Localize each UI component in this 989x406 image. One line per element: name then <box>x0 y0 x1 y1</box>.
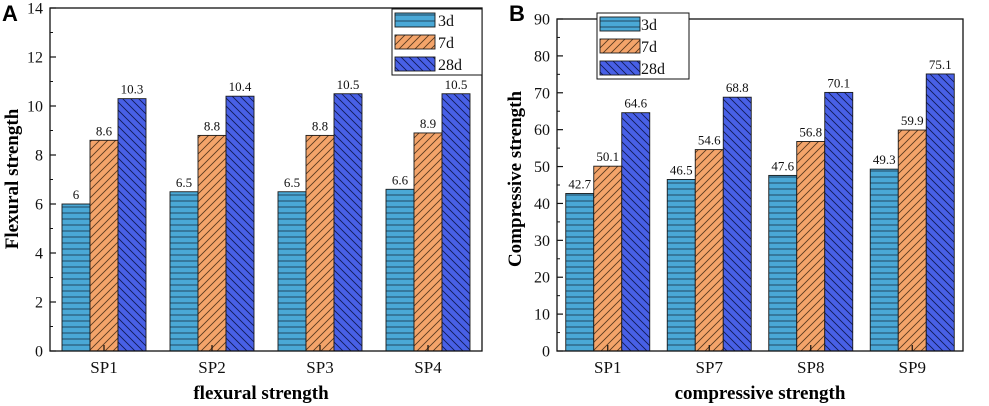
panel-a-legend-label-28d: 28d <box>438 57 462 74</box>
panel-a-legend-label-7d: 7d <box>438 35 454 52</box>
panel-b-legend-swatch-28d <box>599 60 641 76</box>
panel-b: B Compressive strength compressive stren… <box>505 1 964 404</box>
panel-b-data-label-28d-sp7: 68.8 <box>726 80 749 95</box>
panel-a-y-tick-label: 14 <box>27 1 43 18</box>
panel-b-category-label-sp7: SP7 <box>696 358 724 377</box>
panel-a-y-axis-title: Flexural strength <box>2 108 23 249</box>
panel-a-bar-28d-sp3 <box>333 93 363 352</box>
panel-a-category-label-sp1: SP1 <box>90 358 117 377</box>
panel-b-y-tick-label: 20 <box>534 270 550 287</box>
panel-b-data-label-3d-sp7: 46.5 <box>670 162 693 177</box>
panel-b-bar-28d-sp8 <box>824 91 854 352</box>
panel-b-y-tick-label: 30 <box>534 233 550 250</box>
panel-b-bar-7d-sp8 <box>796 141 826 352</box>
panel-b-data-label-7d-sp7: 54.6 <box>698 133 721 148</box>
panel-a-data-label-7d-sp1: 8.6 <box>96 123 113 138</box>
panel-a-data-label-3d-sp1: 6 <box>73 187 80 202</box>
panel-a-bar-7d-sp3 <box>305 134 335 352</box>
panel-b-y-tick-label: 10 <box>534 307 550 324</box>
panel-a-y-tick-label: 12 <box>27 50 43 67</box>
panel-b-bar-3d-sp8 <box>768 174 798 352</box>
panel-b-y-tick-label: 70 <box>534 85 550 102</box>
panel-a-bar-7d-sp1 <box>89 139 119 352</box>
panel-a-y-tick-label: 0 <box>35 344 43 361</box>
panel-a-bar-7d-sp4 <box>413 132 443 352</box>
panel-a-data-label-28d-sp1: 10.3 <box>121 82 144 97</box>
panel-b-bar-7d-sp7 <box>694 149 724 352</box>
panel-a-data-label-3d-sp3: 6.5 <box>284 175 300 190</box>
panel-b-category-label-sp8: SP8 <box>797 358 824 377</box>
panel-a-y-tick-label: 2 <box>35 295 43 312</box>
panel-a-data-label-28d-sp4: 10.5 <box>445 77 468 92</box>
panel-b-data-label-3d-sp9: 49.3 <box>873 152 896 167</box>
panel-b-legend-swatch-7d <box>599 38 641 54</box>
panel-b-y-tick-label: 90 <box>534 12 550 29</box>
panel-b-category-label-sp1: SP1 <box>594 358 621 377</box>
panel-a-bar-28d-sp4 <box>441 93 471 352</box>
panel-b-category-label-sp9: SP9 <box>899 358 926 377</box>
panel-b-y-tick-label: 60 <box>534 122 550 139</box>
panel-a-category-label-sp3: SP3 <box>306 358 333 377</box>
panel-b-data-label-7d-sp1: 50.1 <box>596 149 619 164</box>
panel-a-bar-28d-sp2 <box>225 95 255 352</box>
panel-a-y-tick-label: 6 <box>35 197 43 214</box>
panel-b-data-label-28d-sp1: 64.6 <box>624 96 647 111</box>
panel-b-letter: B <box>509 1 525 26</box>
panel-a-bar-3d-sp2 <box>169 191 199 352</box>
panel-b-data-label-7d-sp9: 59.9 <box>901 113 924 128</box>
panel-a-category-label-sp2: SP2 <box>198 358 225 377</box>
panel-a-category-label-sp4: SP4 <box>414 358 442 377</box>
panel-b-y-tick-label: 0 <box>542 344 550 361</box>
panel-b-y-tick-label: 40 <box>534 196 550 213</box>
panel-a-legend-swatch-7d <box>394 34 436 50</box>
panel-b-bar-3d-sp9 <box>869 168 899 352</box>
panel-a-data-label-3d-sp2: 6.5 <box>176 175 192 190</box>
panel-a-letter: A <box>2 1 18 26</box>
panel-b-bar-7d-sp1 <box>593 165 623 352</box>
panel-a-data-label-7d-sp2: 8.8 <box>204 118 220 133</box>
panel-b-bar-28d-sp1 <box>621 112 651 352</box>
panel-b-data-label-3d-sp8: 47.6 <box>771 158 794 173</box>
panel-b-bar-3d-sp7 <box>666 179 696 352</box>
panel-b-legend-swatch-3d <box>599 16 641 32</box>
panel-a-bar-7d-sp2 <box>197 134 227 352</box>
panel-a-x-axis-title: flexural strength <box>193 383 329 404</box>
panel-b-bar-3d-sp1 <box>565 193 595 352</box>
panel-b-legend-label-7d: 7d <box>641 39 657 56</box>
panel-a-legend-label-3d: 3d <box>438 13 454 30</box>
panel-a-legend-swatch-28d <box>394 56 436 72</box>
panel-a-data-label-28d-sp3: 10.5 <box>337 77 360 92</box>
panel-b-data-label-28d-sp9: 75.1 <box>929 57 952 72</box>
panel-a-bar-3d-sp1 <box>61 203 91 352</box>
panel-a-y-tick-label: 10 <box>27 99 43 116</box>
panel-a-data-label-7d-sp3: 8.8 <box>312 118 328 133</box>
panel-b-bar-28d-sp7 <box>722 96 752 352</box>
panel-a: A Flexural strength flexural strength 6 6… <box>2 1 483 404</box>
panel-a-legend-swatch-3d <box>394 12 436 28</box>
panel-a-y-tick-label: 8 <box>35 148 43 165</box>
panel-a-data-label-7d-sp4: 8.9 <box>420 116 436 131</box>
panel-b-legend-label-3d: 3d <box>641 17 657 34</box>
panel-a-bar-3d-sp3 <box>277 191 307 352</box>
panel-b-bar-28d-sp9 <box>925 73 955 352</box>
panel-a-bar-28d-sp1 <box>117 98 147 352</box>
panel-b-bar-7d-sp9 <box>897 129 927 352</box>
panel-b-x-axis-title: compressive strength <box>675 383 846 404</box>
panel-a-bar-3d-sp4 <box>385 188 415 352</box>
panel-b-y-axis-title: Compressive strength <box>505 91 526 268</box>
panel-b-data-label-7d-sp8: 56.8 <box>799 124 822 139</box>
panel-b-y-tick-label: 50 <box>534 159 550 176</box>
panel-a-data-label-3d-sp4: 6.6 <box>392 172 409 187</box>
panel-b-data-label-3d-sp1: 42.7 <box>568 176 591 191</box>
panel-a-data-label-28d-sp2: 10.4 <box>229 79 252 94</box>
panel-b-y-tick-label: 80 <box>534 48 550 65</box>
panel-a-y-tick-label: 4 <box>35 246 43 263</box>
panel-b-data-label-28d-sp8: 70.1 <box>827 75 850 90</box>
panel-b-legend-label-28d: 28d <box>641 61 665 78</box>
